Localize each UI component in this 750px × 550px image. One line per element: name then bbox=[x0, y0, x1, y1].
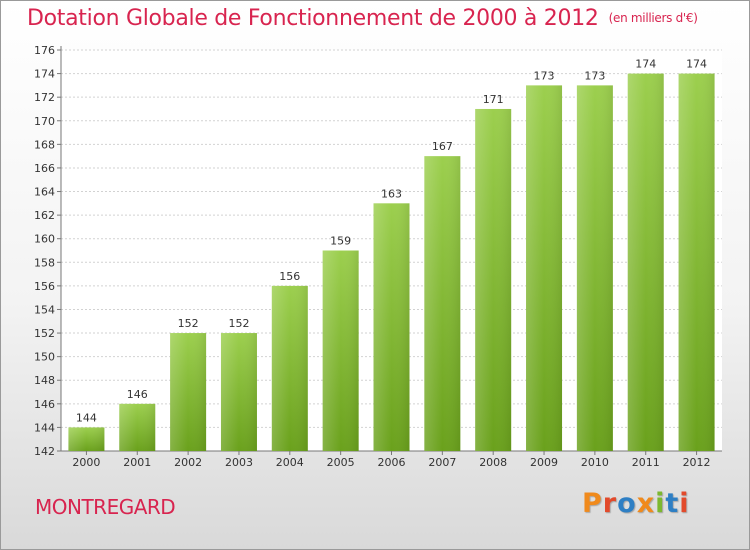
logo-letter: r bbox=[602, 488, 618, 519]
y-tick-label: 146 bbox=[34, 398, 55, 411]
x-tick-label: 2004 bbox=[276, 456, 304, 469]
chart-title: Dotation Globale de Fonctionnement de 20… bbox=[27, 6, 698, 31]
bar-shade bbox=[475, 108, 512, 452]
y-tick-label: 154 bbox=[34, 303, 55, 316]
logo-letter: x bbox=[636, 488, 656, 519]
y-tick-label: 148 bbox=[34, 374, 55, 387]
proxiti-logo: Proxiti bbox=[582, 488, 690, 519]
bar-shade bbox=[68, 427, 105, 451]
y-tick-label: 150 bbox=[34, 351, 55, 364]
bar-shade bbox=[526, 85, 563, 451]
chart-unit: (en milliers d'€) bbox=[608, 11, 698, 25]
logo-letter: i bbox=[655, 488, 666, 519]
x-tick-label: 2005 bbox=[327, 456, 355, 469]
bar-value-label: 144 bbox=[76, 411, 97, 424]
x-tick-label: 2006 bbox=[378, 456, 406, 469]
x-tick-label: 2001 bbox=[123, 456, 151, 469]
bar-value-label: 171 bbox=[483, 93, 504, 106]
x-tick-label: 2011 bbox=[632, 456, 660, 469]
bar-shade bbox=[627, 73, 664, 452]
y-tick-label: 152 bbox=[34, 327, 55, 340]
bar-shade bbox=[220, 333, 257, 451]
y-tick-label: 168 bbox=[34, 138, 55, 151]
bar-value-label: 163 bbox=[381, 187, 402, 200]
bar-value-label: 174 bbox=[635, 58, 656, 71]
x-tick-label: 2010 bbox=[581, 456, 609, 469]
y-tick-label: 170 bbox=[34, 115, 55, 128]
bar-value-label: 156 bbox=[279, 270, 300, 283]
bar-value-label: 167 bbox=[432, 140, 453, 153]
bar-shade bbox=[271, 285, 308, 451]
x-tick-label: 2000 bbox=[72, 456, 100, 469]
y-tick-label: 158 bbox=[34, 256, 55, 269]
bar-value-label: 173 bbox=[584, 69, 605, 82]
logo-letter: P bbox=[582, 488, 603, 519]
y-tick-label: 166 bbox=[34, 162, 55, 175]
bar-shade bbox=[424, 156, 461, 451]
town-name: MONTREGARD bbox=[35, 495, 176, 519]
bar-shade bbox=[576, 85, 613, 451]
bar-value-label: 173 bbox=[534, 69, 555, 82]
y-tick-label: 162 bbox=[34, 209, 55, 222]
bar-value-label: 159 bbox=[330, 235, 351, 248]
bar-shade bbox=[678, 73, 715, 452]
y-tick-label: 176 bbox=[34, 44, 55, 57]
x-tick-label: 2009 bbox=[530, 456, 558, 469]
bar-value-label: 152 bbox=[178, 317, 199, 330]
logo-letter: t bbox=[665, 488, 680, 519]
y-tick-label: 160 bbox=[34, 233, 55, 246]
bar-shade bbox=[170, 333, 207, 451]
x-tick-label: 2007 bbox=[428, 456, 456, 469]
bar-value-label: 174 bbox=[686, 58, 707, 71]
x-tick-label: 2012 bbox=[683, 456, 711, 469]
y-tick-label: 164 bbox=[34, 186, 55, 199]
y-tick-label: 174 bbox=[34, 68, 55, 81]
x-tick-label: 2003 bbox=[225, 456, 253, 469]
bar-shade bbox=[119, 403, 156, 451]
logo-letter: o bbox=[617, 488, 637, 519]
y-tick-label: 142 bbox=[34, 445, 55, 458]
y-tick-label: 144 bbox=[34, 421, 55, 434]
logo-letter: i bbox=[679, 488, 690, 519]
bar-shade bbox=[373, 203, 410, 451]
y-tick-label: 156 bbox=[34, 280, 55, 293]
bar-value-label: 152 bbox=[228, 317, 249, 330]
x-tick-label: 2008 bbox=[479, 456, 507, 469]
x-tick-label: 2002 bbox=[174, 456, 202, 469]
bar-value-label: 146 bbox=[127, 388, 148, 401]
y-tick-label: 172 bbox=[34, 91, 55, 104]
chart-title-text: Dotation Globale de Fonctionnement de 20… bbox=[27, 6, 599, 31]
bar-shade bbox=[322, 250, 359, 451]
